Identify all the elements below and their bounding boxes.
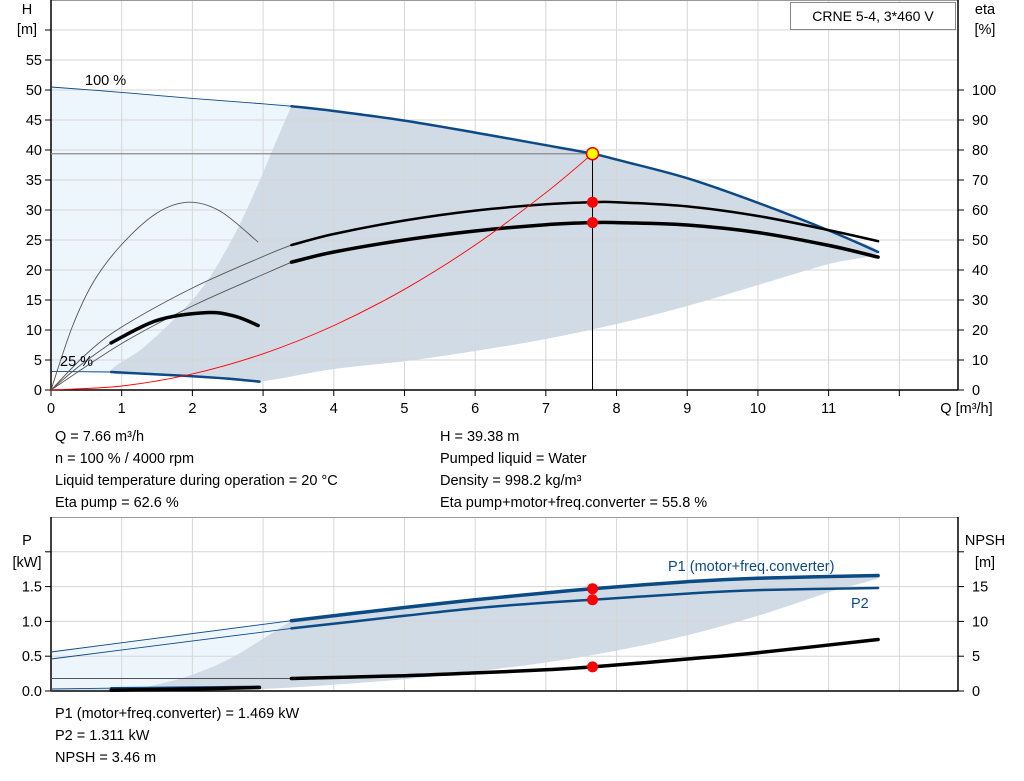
info-eta-pump: Eta pump = 62.6 % — [55, 495, 179, 511]
p1-100-curve-extended — [50, 620, 292, 653]
y-tick-label-left: 5 — [34, 353, 42, 369]
info-p2: P2 = 1.311 kW — [55, 728, 150, 744]
y-tick-label-right: 5 — [972, 649, 980, 665]
y-tick-label-left: 10 — [26, 323, 42, 339]
eta-total-marker — [587, 217, 599, 229]
info-speed: n = 100 % / 4000 rpm — [55, 451, 195, 467]
operating-point-marker — [585, 146, 600, 161]
y-tick-label-left: 30 — [26, 203, 42, 219]
operating-range-light — [51, 87, 292, 374]
info-right: H = 39.38 m Pumped liquid = Water Densit… — [440, 426, 707, 514]
y-axis-title-left: P — [22, 533, 32, 549]
eta-total-25-curve — [109, 310, 260, 345]
p2-100-curve — [290, 586, 880, 630]
power-chart — [45, 517, 964, 693]
head-100-curve-extended — [50, 86, 292, 107]
y-tick-label-right: 70 — [972, 173, 988, 189]
y-tick-label-right: 90 — [972, 113, 988, 129]
y-axis-title-left: H — [22, 2, 32, 18]
x-tick-label: 7 — [542, 401, 550, 417]
y-axis-unit-left: [m] — [17, 22, 37, 38]
p1-marker — [587, 583, 599, 595]
p2-100-curve-extended — [50, 627, 292, 660]
x-tick-label: 4 — [330, 401, 338, 417]
y-axis-unit-right: [%] — [975, 22, 996, 38]
y-tick-label-right: 50 — [972, 233, 988, 249]
x-tick-label: 10 — [750, 401, 766, 417]
x-tick-label: 2 — [188, 401, 196, 417]
y-tick-label-right: 0 — [972, 383, 980, 399]
x-tick-label: 1 — [118, 401, 126, 417]
y-axis-title-right: eta — [975, 2, 996, 18]
info-liquid: Pumped liquid = Water — [440, 451, 587, 467]
eta-total-100-curve-extended — [50, 261, 292, 391]
x-tick-label: 3 — [259, 401, 267, 417]
y-tick-label-right: 100 — [972, 83, 996, 99]
speed-label-25: 25 % — [60, 354, 93, 370]
x-tick-label: 6 — [471, 401, 479, 417]
y-tick-label-left: 45 — [26, 113, 42, 129]
y-tick-label-left: 0.5 — [22, 649, 42, 665]
system-curve-curve-extended — [50, 153, 593, 391]
y-tick-label-left: 0 — [34, 383, 42, 399]
y-tick-label-left: 15 — [26, 293, 42, 309]
speed-label-100: 100 % — [85, 73, 126, 89]
y-tick-label-left: 40 — [26, 143, 42, 159]
y-tick-label-left: 0.0 — [22, 684, 42, 700]
y-axis-unit-right: [m] — [975, 555, 995, 571]
p1-series-label: P1 (motor+freq.converter) — [668, 559, 834, 575]
p2-marker — [587, 594, 599, 606]
y-tick-label-right: 0 — [972, 684, 980, 700]
y-tick-label-left: 35 — [26, 173, 42, 189]
y-tick-label-right: 60 — [972, 203, 988, 219]
p-25-curve-extended — [50, 687, 112, 690]
x-tick-label: 11 — [821, 401, 836, 417]
pump-model-label: CRNE 5-4, 3*460 V — [790, 2, 956, 30]
npsh-marker — [587, 661, 599, 673]
x-axis-label: Q [m³/h] — [940, 401, 992, 417]
eta-pump-25-curve-extended — [50, 201, 259, 391]
y-tick-label-left: 1.5 — [22, 580, 42, 596]
info-density: Density = 998.2 kg/m³ — [440, 473, 582, 489]
y-tick-label-right: 30 — [972, 293, 988, 309]
info-temperature: Liquid temperature during operation = 20… — [55, 473, 338, 489]
eta-total-25-curve-extended — [50, 342, 112, 391]
operating-range — [110, 106, 879, 383]
eta-pump-100-curve-extended — [50, 244, 292, 391]
info-head: H = 39.38 m — [440, 429, 520, 445]
x-tick-label: 9 — [683, 401, 691, 417]
npsh-100-curve — [289, 637, 880, 681]
head-25-curve — [109, 370, 261, 383]
y-tick-label-left: 25 — [26, 233, 42, 249]
y-tick-label-right: 40 — [972, 263, 988, 279]
eta-pump-marker — [587, 196, 599, 208]
x-tick-label: 8 — [613, 401, 621, 417]
npsh-25-curve — [109, 685, 262, 693]
info-power: P1 (motor+freq.converter) = 1.469 kW P2 … — [55, 703, 299, 769]
operating-range — [135, 574, 881, 693]
y-axis-unit-left: [kW] — [13, 555, 42, 571]
y-axis-title-right: NPSH — [965, 533, 1005, 549]
y-tick-label-left: 1.0 — [22, 614, 42, 630]
y-tick-label-right: 15 — [972, 580, 988, 596]
y-tick-label-left: 20 — [26, 263, 42, 279]
y-tick-label-right: 10 — [972, 614, 988, 630]
info-eta-total: Eta pump+motor+freq.converter = 55.8 % — [440, 495, 708, 511]
y-tick-label-left: 50 — [26, 83, 42, 99]
y-tick-label-left: 55 — [26, 53, 42, 69]
y-tick-label-right: 10 — [972, 353, 988, 369]
info-npsh: NPSH = 3.46 m — [55, 750, 157, 766]
p2-series-label: P2 — [851, 596, 869, 612]
y-tick-label-right: 20 — [972, 323, 988, 339]
x-tick-label: 5 — [400, 401, 408, 417]
p1-100-curve — [289, 573, 880, 623]
x-tick-label: 0 — [47, 401, 55, 417]
y-tick-label-right: 80 — [972, 143, 988, 159]
head-25-curve-extended — [50, 370, 112, 373]
info-left: Q = 7.66 m³/h n = 100 % / 4000 rpm Liqui… — [55, 426, 338, 514]
info-p1: P1 (motor+freq.converter) = 1.469 kW — [55, 706, 300, 722]
info-flow: Q = 7.66 m³/h — [55, 429, 145, 445]
head-chart — [45, 0, 964, 396]
